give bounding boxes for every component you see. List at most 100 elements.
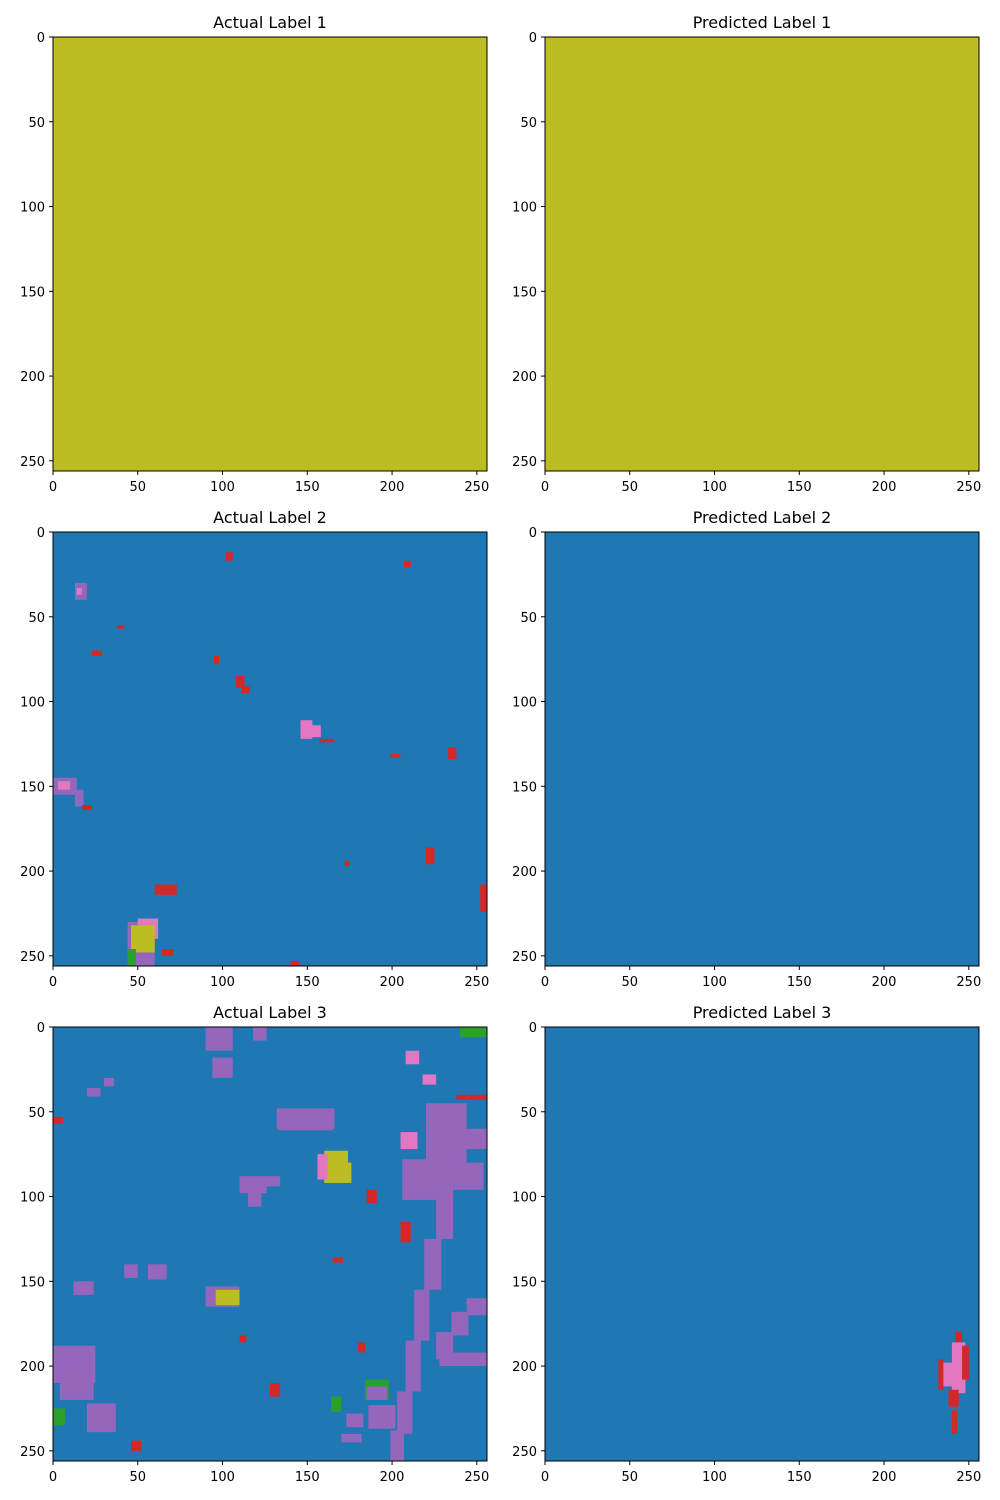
y-tick-label: 100	[512, 1191, 537, 1206]
heatmap-region	[117, 625, 125, 629]
heatmap-region	[59, 1366, 94, 1400]
panel-5: Actual Label 3 0 50 100 150 200 250 0 50 100 150 20…	[20, 1003, 489, 1485]
y-tick-label: 250	[20, 950, 45, 965]
x-tick-label: 0	[49, 975, 57, 990]
panel-title: Predicted Label 3	[693, 1003, 832, 1022]
y-tick-label: 100	[20, 696, 45, 711]
heatmap-region	[130, 1440, 142, 1451]
heatmap-region	[127, 949, 137, 966]
heatmap-region	[225, 552, 233, 561]
heatmap-region	[439, 1352, 487, 1367]
x-tick-label: 50	[621, 1470, 638, 1485]
panel-title: Predicted Label 1	[693, 13, 832, 32]
panel-4: Predicted Label 2 0 50 100 150 200 250 0 50 100 15…	[512, 508, 981, 990]
heatmap-region	[236, 676, 245, 688]
y-tick-label: 250	[20, 455, 45, 470]
y-tick-label: 250	[512, 455, 537, 470]
heatmap-region	[403, 560, 411, 568]
heatmap-background	[53, 37, 487, 471]
x-tick-label: 50	[621, 975, 638, 990]
x-tick-label: 100	[702, 480, 727, 495]
x-tick-label: 200	[872, 480, 897, 495]
panel-title: Predicted Label 2	[693, 508, 832, 527]
x-tick-label: 0	[541, 480, 549, 495]
x-tick-label: 200	[380, 975, 405, 990]
panel-title: Actual Label 2	[213, 508, 327, 527]
heatmap-region	[161, 949, 174, 956]
y-tick-label: 50	[520, 611, 537, 626]
y-tick-label: 0	[37, 31, 45, 46]
heatmap-region	[397, 1391, 413, 1434]
heatmap-region	[366, 1386, 387, 1400]
x-tick-label: 250	[464, 1470, 489, 1485]
y-tick-label: 100	[512, 201, 537, 216]
x-tick-label: 200	[380, 480, 405, 495]
x-tick-label: 0	[49, 1470, 57, 1485]
y-tick-label: 0	[529, 1021, 537, 1036]
x-tick-label: 50	[129, 975, 146, 990]
x-tick-label: 0	[49, 480, 57, 495]
heatmap-region	[456, 1094, 487, 1100]
x-tick-label: 0	[541, 1470, 549, 1485]
heatmap-region	[91, 650, 103, 656]
heatmap-region	[154, 884, 177, 895]
heatmap-region	[147, 1264, 167, 1280]
x-tick-label: 50	[129, 1470, 146, 1485]
x-tick-label: 100	[702, 1470, 727, 1485]
x-tick-label: 250	[464, 480, 489, 495]
x-tick-label: 200	[872, 1470, 897, 1485]
y-tick-label: 150	[20, 285, 45, 300]
heatmap-region	[266, 1176, 281, 1187]
y-tick-label: 250	[20, 1445, 45, 1460]
y-tick-label: 250	[512, 1445, 537, 1460]
heatmap-region	[317, 1154, 328, 1180]
heatmap-region	[270, 1383, 281, 1397]
heatmap-region	[290, 960, 299, 966]
y-tick-label: 50	[520, 1106, 537, 1121]
heatmap-region	[948, 1389, 959, 1407]
heatmap-region	[448, 747, 457, 760]
x-tick-label: 150	[295, 480, 320, 495]
heatmap-region	[124, 1264, 138, 1278]
heatmap-region	[938, 1359, 944, 1390]
y-tick-label: 50	[520, 116, 537, 131]
y-tick-label: 150	[512, 1275, 537, 1290]
heatmap-region	[955, 1332, 963, 1343]
heatmap-region	[358, 1342, 365, 1353]
y-tick-label: 100	[20, 1191, 45, 1206]
y-tick-label: 50	[28, 611, 45, 626]
x-tick-label: 150	[295, 975, 320, 990]
heatmap-region	[346, 1413, 364, 1428]
y-tick-label: 150	[20, 780, 45, 795]
heatmap-region	[75, 789, 84, 807]
heatmap-region	[81, 804, 92, 811]
y-tick-label: 150	[512, 780, 537, 795]
heatmap-region	[130, 925, 155, 953]
heatmap-region	[453, 1128, 487, 1150]
heatmap-background	[545, 37, 979, 471]
heatmap-region	[405, 1340, 421, 1392]
y-tick-label: 0	[529, 31, 537, 46]
x-tick-label: 100	[702, 975, 727, 990]
panel-1: Actual Label 1 0 50 100 150 200 250 0 50 100 150 20…	[20, 13, 489, 495]
heatmap-region	[319, 738, 335, 743]
heatmap-region	[331, 1396, 342, 1412]
heatmap-region	[451, 1311, 469, 1336]
y-tick-label: 250	[512, 950, 537, 965]
y-tick-label: 100	[512, 696, 537, 711]
x-tick-label: 250	[956, 1470, 981, 1485]
x-tick-label: 150	[787, 480, 812, 495]
heatmap-region	[366, 1189, 377, 1204]
heatmap-region	[215, 1289, 240, 1306]
x-tick-label: 150	[787, 1470, 812, 1485]
heatmap-region	[332, 1257, 343, 1263]
axes-frame	[544, 1026, 980, 1462]
y-tick-label: 100	[20, 201, 45, 216]
heatmap-region	[390, 1430, 404, 1461]
heatmap-region	[324, 1162, 352, 1183]
heatmap-region	[214, 655, 220, 665]
heatmap-region	[941, 1362, 956, 1387]
heatmap-region	[341, 1433, 362, 1443]
axes-frame	[544, 531, 980, 967]
heatmap-image	[53, 37, 487, 471]
